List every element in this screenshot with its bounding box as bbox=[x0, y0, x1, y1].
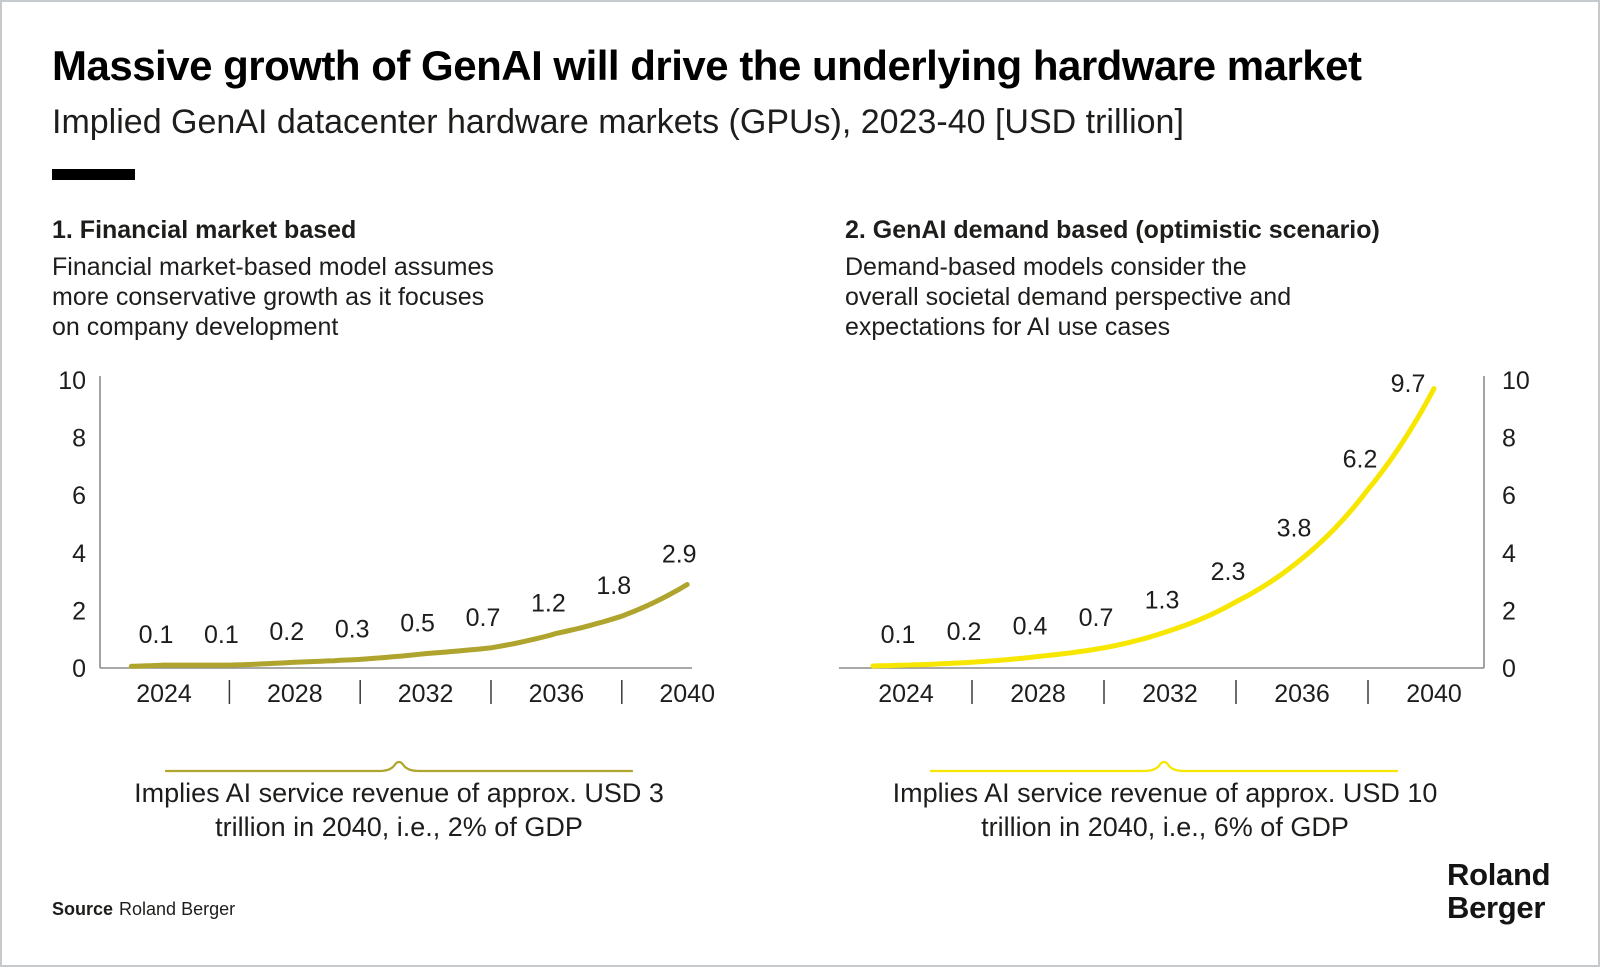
svg-text:2036: 2036 bbox=[1274, 680, 1330, 708]
brace-left-icon bbox=[165, 760, 633, 773]
svg-text:0.3: 0.3 bbox=[335, 615, 370, 643]
section-heading: 1. Financial market based bbox=[52, 216, 357, 244]
section-financial-market: 1. Financial market based Financial mark… bbox=[52, 216, 672, 342]
svg-text:10: 10 bbox=[1502, 367, 1530, 395]
svg-text:4: 4 bbox=[72, 540, 86, 568]
logo-line2: Berger bbox=[1447, 890, 1546, 925]
svg-text:0.7: 0.7 bbox=[466, 604, 501, 632]
svg-text:0.2: 0.2 bbox=[947, 618, 982, 646]
svg-text:2028: 2028 bbox=[1010, 680, 1066, 708]
svg-text:2: 2 bbox=[1502, 597, 1516, 625]
svg-text:0.2: 0.2 bbox=[269, 618, 304, 646]
svg-text:2024: 2024 bbox=[136, 680, 192, 708]
svg-text:9.7: 9.7 bbox=[1391, 370, 1426, 398]
source-value: Roland Berger bbox=[119, 899, 236, 919]
svg-text:2.3: 2.3 bbox=[1211, 558, 1246, 586]
svg-text:8: 8 bbox=[1502, 425, 1516, 453]
title-accent-bar bbox=[52, 169, 135, 180]
svg-text:0.1: 0.1 bbox=[881, 621, 916, 649]
annotation-financial-market: Implies AI service revenue of approx. US… bbox=[134, 778, 664, 842]
page-subtitle: Implied GenAI datacenter hardware market… bbox=[52, 103, 1184, 141]
svg-text:2028: 2028 bbox=[267, 680, 323, 708]
svg-text:1.8: 1.8 bbox=[596, 572, 631, 600]
section-description: Financial market-based model assumes mor… bbox=[52, 253, 494, 341]
svg-text:3.8: 3.8 bbox=[1277, 515, 1312, 543]
svg-text:2: 2 bbox=[72, 597, 86, 625]
svg-text:0.4: 0.4 bbox=[1013, 612, 1048, 640]
svg-text:0: 0 bbox=[72, 655, 86, 683]
source-label: Source bbox=[52, 899, 114, 919]
svg-text:1.2: 1.2 bbox=[531, 589, 566, 617]
svg-text:2040: 2040 bbox=[659, 680, 715, 708]
svg-text:0.1: 0.1 bbox=[204, 621, 239, 649]
section-genai-demand: 2. GenAI demand based (optimistic scenar… bbox=[845, 216, 1465, 342]
brace-right-icon bbox=[930, 760, 1398, 773]
svg-text:2.9: 2.9 bbox=[662, 540, 697, 568]
chart-financial-market-based: 0 2 4 6 8 10 2024 2028 2032 2036 2040 0.1 0.1 0.2 0.3 0… bbox=[58, 367, 715, 708]
svg-text:1.3: 1.3 bbox=[1145, 587, 1180, 615]
roland-berger-logo: Roland Berger bbox=[1447, 857, 1551, 925]
svg-text:6: 6 bbox=[72, 482, 86, 510]
svg-text:2032: 2032 bbox=[1142, 680, 1198, 708]
svg-text:2040: 2040 bbox=[1406, 680, 1462, 708]
page-title: Massive growth of GenAI will drive the u… bbox=[52, 42, 1362, 89]
svg-text:0.1: 0.1 bbox=[139, 621, 174, 649]
svg-text:0.5: 0.5 bbox=[400, 610, 435, 638]
svg-text:0: 0 bbox=[1502, 655, 1516, 683]
section-description: Demand-based models consider the overall… bbox=[845, 253, 1292, 341]
svg-text:6.2: 6.2 bbox=[1343, 445, 1378, 473]
svg-text:0.7: 0.7 bbox=[1079, 604, 1114, 632]
svg-text:8: 8 bbox=[72, 425, 86, 453]
svg-text:2024: 2024 bbox=[878, 680, 934, 708]
chart-genai-demand-based: 0 2 4 6 8 10 2024 2028 2032 2036 2040 0.1 0.2 0.4 0.7 1… bbox=[839, 367, 1530, 708]
source-line: Source Roland Berger bbox=[52, 899, 235, 920]
svg-text:4: 4 bbox=[1502, 540, 1516, 568]
svg-text:2036: 2036 bbox=[529, 680, 585, 708]
svg-text:2032: 2032 bbox=[398, 680, 454, 708]
section-heading: 2. GenAI demand based (optimistic scenar… bbox=[845, 216, 1380, 244]
svg-text:6: 6 bbox=[1502, 482, 1516, 510]
annotation-genai-demand: Implies AI service revenue of approx. US… bbox=[892, 778, 1438, 842]
logo-line1: Roland bbox=[1447, 857, 1551, 892]
svg-text:10: 10 bbox=[58, 367, 86, 395]
